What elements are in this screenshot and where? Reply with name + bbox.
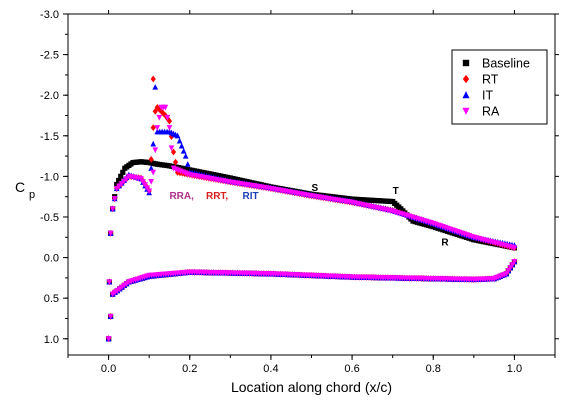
- y-tick-label: -2.5: [40, 50, 59, 62]
- y-tick-label: -0.5: [40, 212, 59, 224]
- data-point-rt: [170, 148, 177, 156]
- data-point-ra: [511, 259, 518, 265]
- data-point-ra: [162, 104, 169, 111]
- y-axis-subscript: p: [29, 189, 35, 201]
- y-tick-label: -1.0: [40, 171, 59, 183]
- data-point-baseline: [118, 173, 124, 179]
- legend-label-ra: RA: [482, 105, 500, 119]
- legend-marker-baseline: [462, 59, 470, 67]
- annotation-label: S: [312, 183, 319, 194]
- data-point-rt: [150, 124, 156, 132]
- x-tick-label: 1.0: [507, 363, 522, 375]
- y-tick-label: -1.5: [40, 131, 59, 143]
- legend-label-rt: RT: [482, 73, 499, 87]
- x-tick-label: 0.4: [263, 363, 278, 375]
- data-point-ra: [156, 114, 163, 121]
- annotation-label: T: [393, 186, 399, 197]
- data-point-ra: [105, 336, 112, 342]
- annotation-label: RRT,: [206, 191, 228, 202]
- y-tick-label: -3.0: [40, 9, 59, 21]
- data-point-ra: [154, 125, 161, 131]
- data-point-ra: [118, 181, 125, 187]
- data-point-ra: [164, 114, 171, 121]
- data-point-ra: [150, 169, 157, 176]
- x-tick-label: 0.0: [101, 363, 116, 375]
- data-point-ra: [152, 147, 159, 154]
- x-tick-label: 0.8: [426, 363, 441, 375]
- data-point-ra: [140, 179, 146, 185]
- data-point-it: [182, 152, 189, 159]
- x-tick-label: 0.6: [344, 363, 359, 375]
- data-point-baseline: [116, 177, 122, 184]
- data-point-it: [174, 132, 181, 139]
- legend-marker-ra: [462, 107, 470, 115]
- y-tick-label: 0.5: [44, 293, 59, 305]
- legend-marker-rt: [462, 74, 470, 84]
- annotation-label: RIT: [243, 191, 259, 202]
- data-point-ra: [116, 183, 122, 190]
- y-axis-title: C: [15, 179, 25, 195]
- data-point-it: [148, 165, 155, 171]
- data-point-it: [184, 161, 191, 167]
- data-point-rt: [150, 75, 156, 83]
- data-point-ra: [121, 178, 127, 185]
- legend-marker-it: [462, 91, 470, 99]
- data-point-baseline: [114, 181, 120, 188]
- data-point-ra: [113, 185, 120, 192]
- data-point-ra: [511, 245, 518, 251]
- annotation-label: R: [441, 237, 449, 248]
- data-point-ra: [109, 206, 116, 212]
- data-point-ra: [106, 279, 113, 286]
- data-point-ra: [138, 176, 144, 182]
- data-point-ra: [146, 188, 153, 195]
- data-point-it: [176, 137, 183, 144]
- data-point-it: [178, 142, 185, 149]
- data-point-it: [150, 140, 157, 147]
- y-tick-label: 1.0: [44, 334, 59, 346]
- data-point-rt: [166, 117, 173, 125]
- data-point-ra: [144, 185, 150, 192]
- annotation-label: RRA,: [169, 191, 194, 202]
- data-point-ra: [166, 125, 173, 131]
- y-tick-label: -2.0: [40, 90, 59, 102]
- data-point-rt: [148, 155, 154, 163]
- data-point-ra: [168, 145, 175, 152]
- data-point-ra: [111, 196, 118, 202]
- x-tick-label: 0.2: [182, 363, 197, 375]
- legend-label-it: IT: [482, 89, 493, 103]
- data-point-ra: [142, 182, 148, 189]
- legend-label-baseline: Baseline: [482, 57, 530, 71]
- y-tick-label: 0.0: [44, 253, 59, 265]
- x-axis-title: Location along chord (x/c): [231, 379, 392, 395]
- data-point-rt: [172, 158, 179, 166]
- data-point-ra: [107, 313, 114, 320]
- data-point-it: [180, 147, 187, 154]
- data-point-baseline: [120, 169, 126, 175]
- data-point-ra: [148, 179, 155, 185]
- data-point-ra: [123, 176, 130, 182]
- data-point-ra: [107, 230, 114, 237]
- data-point-it: [152, 83, 159, 90]
